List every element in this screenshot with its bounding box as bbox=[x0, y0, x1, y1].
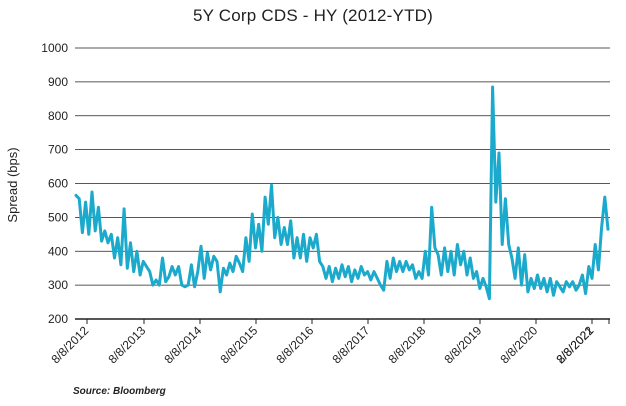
source-note: Source: Bloomberg bbox=[73, 386, 166, 397]
y-tick-label: 200 bbox=[48, 312, 68, 326]
series-group bbox=[74, 85, 610, 301]
x-tick-label: 8/8/2020 bbox=[497, 323, 540, 366]
series-line bbox=[74, 85, 610, 301]
y-tick-label: 1000 bbox=[41, 41, 68, 55]
y-tick-label: 300 bbox=[48, 278, 68, 292]
x-tick-label: 8/8/2015 bbox=[217, 323, 260, 366]
x-tick-label: 8/8/2018 bbox=[385, 323, 428, 366]
x-tick-label: 8/8/2012 bbox=[48, 323, 91, 366]
x-tick-label: 8/8/2014 bbox=[161, 323, 204, 366]
x-tick-label: 8/8/2019 bbox=[441, 323, 484, 366]
x-tick-labels: 8/8/2012 8/8/2013 8/8/2014 8/8/2015 8/8/2016… bbox=[48, 323, 596, 366]
y-tick-label: 700 bbox=[48, 143, 68, 157]
x-tick-label: 8/8/2016 bbox=[273, 323, 316, 366]
x-axis bbox=[75, 318, 610, 324]
y-tick-label: 500 bbox=[48, 210, 68, 224]
x-tick-label: 2/8/2022 bbox=[553, 323, 596, 366]
x-tick-label: 8/8/2013 bbox=[105, 323, 148, 366]
y-tick-label: 800 bbox=[48, 109, 68, 123]
x-tick-label: 8/8/2017 bbox=[329, 323, 372, 366]
y-tick-label: 600 bbox=[48, 177, 68, 191]
y-tick-labels: 200 300 400 500 600 700 800 900 1000 bbox=[41, 41, 68, 326]
y-axis-title: Spread (bps) bbox=[5, 147, 20, 222]
y-tick-label: 400 bbox=[48, 244, 68, 258]
gridlines bbox=[75, 47, 610, 286]
chart-title: 5Y Corp CDS - HY (2012-YTD) bbox=[192, 6, 433, 25]
y-tick-label: 900 bbox=[48, 75, 68, 89]
